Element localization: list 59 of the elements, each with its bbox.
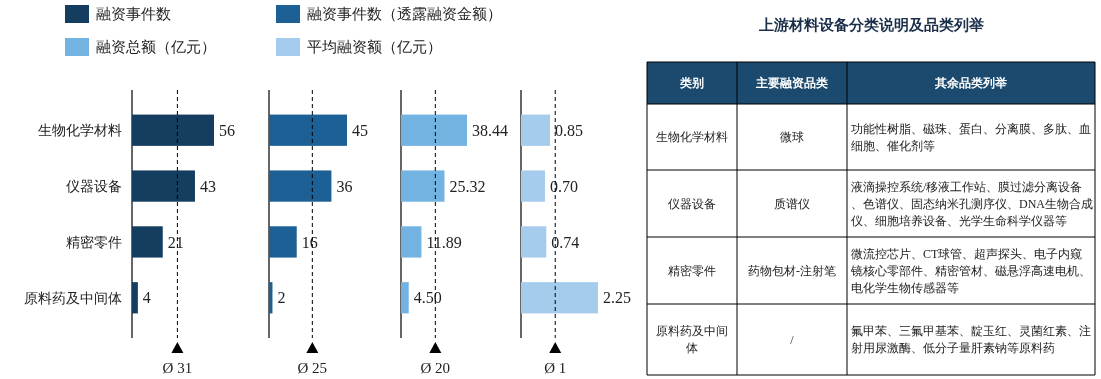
- legend-label: 平均融资额（亿元）: [307, 39, 442, 56]
- bar: [132, 282, 138, 314]
- bar: [401, 170, 445, 202]
- legend-label: 融资总额（亿元）: [96, 39, 216, 56]
- text: 原料药及中间体: [656, 324, 728, 356]
- bar: [521, 114, 551, 146]
- text: 氟甲苯、三氟甲基苯、靛玉红、灵菌红素、注射用尿激酶、低分子量肝素钠等原料药: [851, 324, 1091, 356]
- data-label: 38.44: [472, 121, 508, 139]
- data-label: 2: [277, 289, 286, 307]
- text: 微流控芯片、CT球管、超声探头、电子内窥镜核心零部件、精密管材、磁悬浮高速电机、电化学生物传感器等: [851, 246, 1091, 295]
- text: 仪器设备: [668, 196, 716, 211]
- ref-line-label: Ø 1: [544, 360, 567, 377]
- data-label: 16: [301, 233, 318, 251]
- text: 质谱仪: [774, 196, 810, 211]
- text: /: [790, 332, 794, 347]
- category-label: 其余品类列举: [934, 76, 1008, 91]
- data-label: 2.25: [603, 289, 631, 307]
- text: 生物化学材料: [656, 130, 728, 145]
- y-tick-label: 精密零件: [66, 234, 122, 250]
- ref-line-label: Ø 31: [162, 360, 193, 377]
- text: 上游材料设备分类说明及品类列举: [757, 16, 984, 34]
- bar: [269, 226, 297, 258]
- y-tick-label: 仪器设备: [66, 178, 122, 194]
- text: 微球: [780, 130, 804, 145]
- category-label: 主要融资品类: [755, 76, 828, 91]
- legend-label: 融资事件数: [96, 6, 171, 23]
- data-label: 4.50: [413, 289, 442, 307]
- data-label: 45: [352, 121, 368, 139]
- category-label: 类别: [679, 76, 704, 91]
- text: 药物包材-注射笔: [748, 263, 836, 278]
- bar: [269, 170, 332, 202]
- data-label: 36: [336, 177, 353, 195]
- ref-line-label: Ø 20: [420, 360, 451, 377]
- bar: [401, 114, 467, 146]
- data-label: 56: [219, 121, 235, 139]
- ref-line-label: Ø 25: [297, 360, 328, 377]
- y-tick-label: 生物化学材料: [38, 123, 122, 139]
- text: 液滴操控系统/移液工作站、膜过滤分离设备、色谱仪、固态纳米孔测序仪、DNA生物合成仪、细胞培养设备、光学生命科学仪器等: [851, 179, 1093, 228]
- text: 精密零件: [668, 263, 716, 278]
- legend-label: 融资事件数（透露融资金额）: [307, 6, 502, 23]
- bar: [132, 114, 214, 146]
- data-label: 4: [142, 289, 151, 307]
- data-label: 11.89: [426, 233, 462, 251]
- bar: [521, 226, 547, 258]
- data-label: 0.74: [551, 233, 580, 251]
- y-tick-label: 原料药及中间体: [24, 290, 122, 306]
- data-label: 43: [199, 177, 216, 195]
- bar: [132, 170, 195, 202]
- text: 功能性树脂、磁珠、蛋白、分离膜、多肽、血细胞、催化剂等: [851, 121, 1091, 153]
- data-label: 0.85: [555, 121, 584, 139]
- bar: [269, 114, 347, 146]
- bar: [521, 282, 598, 314]
- data-label: 21: [167, 233, 184, 251]
- bar: [401, 226, 422, 258]
- bar: [521, 170, 545, 202]
- data-label: 0.70: [549, 177, 578, 195]
- bar: [132, 226, 163, 258]
- data-label: 25.32: [449, 177, 486, 195]
- bar: [401, 282, 409, 314]
